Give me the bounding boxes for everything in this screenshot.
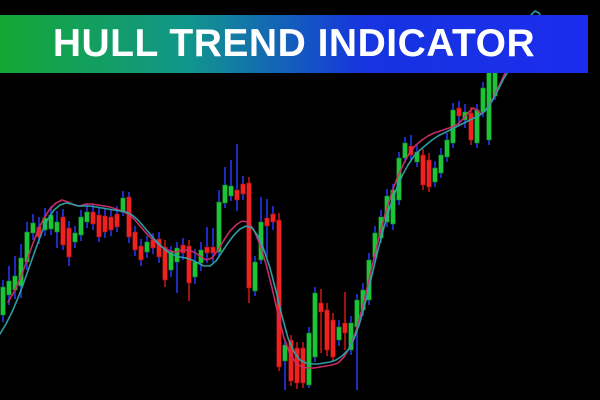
title-banner: HULL TREND INDICATOR (0, 15, 588, 73)
page-title: HULL TREND INDICATOR (52, 21, 536, 65)
